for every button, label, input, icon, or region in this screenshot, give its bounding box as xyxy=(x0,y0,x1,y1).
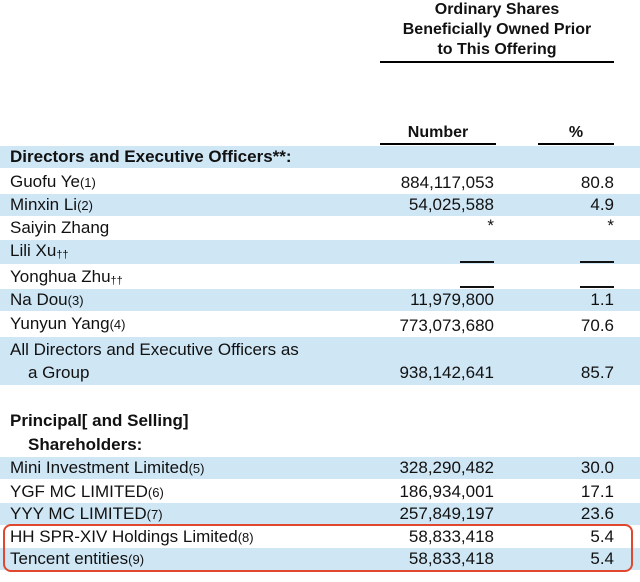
table-row: Guofu Ye(1) 884,117,053 80.8 xyxy=(0,170,640,194)
row-label-line-1: Principal[ and Selling] xyxy=(10,411,189,430)
row-percent: 23.6 xyxy=(580,504,614,523)
footnote-ref: (6) xyxy=(147,485,164,500)
row-percent: 4.9 xyxy=(590,195,614,214)
highlight-box xyxy=(3,524,633,572)
row-percent: 17.1 xyxy=(580,482,614,501)
row-percent-dash xyxy=(580,260,614,263)
table-row-total: All Directors and Executive Officers as … xyxy=(0,337,640,385)
row-number-dash xyxy=(460,285,494,288)
table-row: Yunyun Yang(4) 773,073,680 70.6 xyxy=(0,312,640,336)
number-header-rule xyxy=(380,143,496,145)
footnote-ref: (4) xyxy=(109,317,126,332)
row-percent: 80.8 xyxy=(580,173,614,192)
row-label: Tencent entities xyxy=(10,549,129,568)
row-label: Yunyun Yang xyxy=(10,314,110,333)
row-number: 884,117,053 xyxy=(400,173,494,192)
row-label: Mini Investment Limited xyxy=(10,458,189,477)
footnote-ref: (3) xyxy=(67,293,84,308)
group-header: Ordinary Shares Beneficially Owned Prior… xyxy=(380,0,614,60)
row-percent-dash xyxy=(580,285,614,288)
footnote-ref: †† xyxy=(56,249,69,261)
row-label: Na Dou xyxy=(10,290,68,309)
row-number: 328,290,482 xyxy=(399,458,494,477)
footnote-ref: (1) xyxy=(79,175,96,190)
group-header-line-3: to This Offering xyxy=(437,41,557,58)
row-percent: 5.4 xyxy=(590,527,614,546)
row-percent: * xyxy=(607,216,614,235)
row-label: Saiyin Zhang xyxy=(10,218,110,237)
row-percent: 1.1 xyxy=(590,290,614,309)
row-number: 773,073,680 xyxy=(399,316,494,335)
group-header-rule xyxy=(380,61,614,63)
section-heading-directors: Directors and Executive Officers**: xyxy=(0,146,640,168)
row-label: Minxin Li xyxy=(10,195,78,214)
footnote-ref: (7) xyxy=(146,507,163,522)
row-number: 58,833,418 xyxy=(408,527,494,546)
row-number: * xyxy=(487,216,494,235)
row-number: 257,849,197 xyxy=(399,504,494,523)
table-row: Lili Xu†† xyxy=(0,240,640,264)
row-label: Directors and Executive Officers**: xyxy=(10,147,292,166)
row-number: 54,025,588 xyxy=(408,195,494,214)
footnote-ref: (9) xyxy=(128,552,145,567)
row-number: 58,833,418 xyxy=(408,549,494,568)
table-row: Na Dou(3) 11,979,800 1.1 xyxy=(0,289,640,311)
table-row: Yonghua Zhu†† xyxy=(0,265,640,289)
table-row: HH SPR-XIV Holdings Limited(8) 58,833,41… xyxy=(0,526,640,548)
row-label: YGF MC LIMITED xyxy=(10,482,148,501)
row-number: 11,979,800 xyxy=(410,290,494,309)
row-label: YYY MC LIMITED xyxy=(10,504,147,523)
column-header-percent: % xyxy=(568,124,584,141)
group-header-line-1: Ordinary Shares xyxy=(434,1,560,18)
row-label: HH SPR-XIV Holdings Limited xyxy=(10,527,238,546)
group-header-line-2: Beneficially Owned Prior xyxy=(402,21,592,38)
row-percent: 70.6 xyxy=(580,316,614,335)
row-label: Lili Xu xyxy=(10,241,57,260)
row-label-line-2: Shareholders: xyxy=(28,435,143,454)
row-percent: 30.0 xyxy=(580,458,614,477)
row-percent: 85.7 xyxy=(580,363,614,382)
row-label: Yonghua Zhu xyxy=(10,267,111,286)
table-row: Mini Investment Limited(5) 328,290,482 3… xyxy=(0,457,640,479)
footnote-ref: (8) xyxy=(237,530,254,545)
row-label-line-2: a Group xyxy=(28,363,90,382)
row-number: 938,142,641 xyxy=(399,363,494,382)
percent-header-rule xyxy=(538,143,614,145)
row-number-dash xyxy=(460,260,494,263)
row-number: 186,934,001 xyxy=(399,482,494,501)
footnote-ref: (2) xyxy=(77,198,93,213)
table-row: YGF MC LIMITED(6) 186,934,001 17.1 xyxy=(0,481,640,503)
table-row: YYY MC LIMITED(7) 257,849,197 23.6 xyxy=(0,503,640,525)
column-header-number: Number xyxy=(407,124,469,141)
footnote-ref: †† xyxy=(110,275,123,287)
footnote-ref: (5) xyxy=(188,461,205,476)
table-row: Saiyin Zhang * * xyxy=(0,216,640,239)
table-row: Tencent entities(9) 58,833,418 5.4 xyxy=(0,548,640,570)
row-percent: 5.4 xyxy=(590,549,614,568)
row-label: Guofu Ye xyxy=(10,172,80,191)
section-heading-principal: Principal[ and Selling] Shareholders: xyxy=(0,410,640,458)
row-label-line-1: All Directors and Executive Officers as xyxy=(10,340,299,359)
table-row: Minxin Li(2) 54,025,588 4.9 xyxy=(0,194,640,216)
